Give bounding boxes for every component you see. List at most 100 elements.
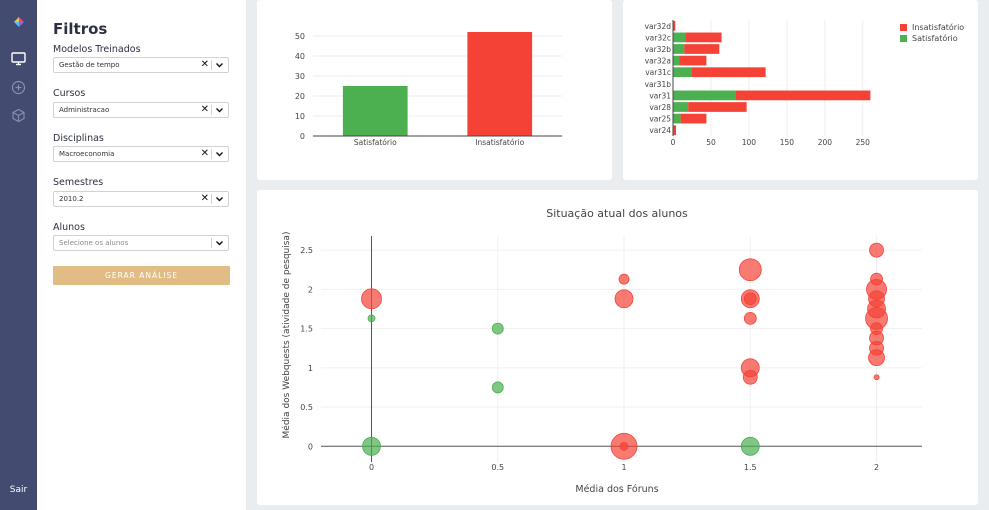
x-tick-label: 100 [742, 138, 757, 147]
scatter-point [367, 314, 376, 323]
filters-title: Filtros [53, 20, 108, 38]
summary-chart-card: 0 10 20 30 40 50 Satisfatório Insatisfatório [257, 0, 612, 180]
subjects-select-value: Macroeconomia [59, 150, 115, 158]
select-separator [211, 194, 212, 204]
y-tick-label: var24 [649, 126, 671, 135]
y-tick-label: 30 [295, 72, 305, 81]
add-circle-icon[interactable] [10, 79, 27, 96]
scatter-point [362, 436, 381, 456]
monitor-icon[interactable] [10, 50, 27, 67]
scatter-point [740, 436, 760, 456]
models-select[interactable]: Gestão de tempo ✕ [53, 57, 229, 73]
courses-label: Cursos [53, 88, 86, 99]
legend-swatch [900, 24, 907, 31]
generate-analysis-button[interactable]: GERAR ANÁLISE [53, 266, 230, 285]
clear-icon[interactable]: ✕ [200, 148, 209, 159]
variables-chart-card: 0 50 100 150 200 250 var24 var25 var28 var31 var31… [623, 0, 978, 180]
scatter-point [873, 374, 880, 381]
scatter-point [491, 381, 504, 394]
y-tick-label: 2 [308, 285, 313, 294]
bar-segment [691, 67, 766, 78]
x-tick-label: 200 [818, 138, 833, 147]
scatter-point [738, 258, 762, 282]
students-label: Alunos [53, 222, 85, 233]
chevron-down-icon[interactable] [215, 106, 224, 114]
scatter-point [742, 369, 758, 385]
filters-panel: Filtros Modelos Treinados Gestão de temp… [37, 0, 246, 510]
clear-icon[interactable]: ✕ [200, 193, 209, 204]
y-tick-label: var25 [649, 115, 671, 124]
exit-link[interactable]: Sair [9, 485, 28, 495]
courses-select[interactable]: Administracao ✕ [53, 102, 229, 118]
bar [467, 32, 533, 136]
bar-segment [673, 67, 692, 78]
scatter-point [614, 289, 634, 309]
clear-icon[interactable]: ✕ [200, 59, 209, 70]
cube-icon[interactable] [10, 107, 27, 124]
scatter-chart-card: 0 0.5 1 1.5 2 0 0.5 1 1.5 2 2.5 Situação atual dos … [257, 190, 978, 505]
variables-stacked-chart: 0 50 100 150 200 250 var24 var25 var28 var31 var31… [645, 20, 964, 147]
select-separator [211, 149, 212, 159]
scatter-point [361, 288, 382, 310]
x-tick-label: 1.5 [744, 463, 757, 472]
y-tick-label: 10 [295, 112, 305, 121]
bar-segment [673, 113, 681, 124]
select-separator [211, 238, 212, 248]
bar-segment [673, 55, 680, 66]
x-tick-label: 250 [856, 138, 871, 147]
x-axis-title: Média dos Fóruns [575, 484, 658, 495]
scatter-point [618, 273, 630, 285]
select-separator [211, 105, 212, 115]
semesters-select-value: 2010.2 [59, 195, 84, 203]
x-tick-label: 50 [706, 138, 716, 147]
app-logo[interactable] [11, 14, 27, 30]
students-select-placeholder: Selecione os alunos [59, 239, 129, 247]
y-axis-title: Média dos Webquests (atividade de pesqui… [281, 232, 292, 439]
y-tick-label: 2.5 [300, 246, 313, 255]
chevron-down-icon[interactable] [215, 61, 224, 69]
chart-title: Situação atual dos alunos [546, 207, 688, 220]
y-tick-label: 0.5 [300, 403, 313, 412]
x-tick-label: 0 [671, 138, 676, 147]
y-tick-label: var32b [645, 45, 672, 54]
bar-segment [673, 125, 677, 136]
scatter-point [619, 441, 629, 451]
legend-label: Satisfatório [912, 33, 958, 43]
bar-segment [735, 90, 871, 101]
subjects-select[interactable]: Macroeconomia ✕ [53, 146, 229, 162]
y-tick-label: var28 [649, 103, 671, 112]
chevron-down-icon[interactable] [215, 195, 224, 203]
legend-swatch [900, 35, 907, 42]
bar-segment [673, 32, 686, 43]
summary-bar-chart: 0 10 20 30 40 50 Satisfatório Insatisfatório [295, 32, 562, 147]
scatter-point [869, 242, 884, 258]
y-tick-label: 1 [308, 364, 313, 373]
courses-select-value: Administracao [59, 106, 110, 114]
bar-segment [685, 32, 722, 43]
bar-segment [684, 44, 720, 54]
y-tick-label: var31c [645, 68, 671, 77]
scatter-point [743, 292, 757, 306]
chevron-down-icon[interactable] [215, 150, 224, 158]
x-tick-label: 150 [780, 138, 795, 147]
bar-segment [688, 102, 747, 112]
subjects-label: Disciplinas [53, 133, 104, 144]
chevron-down-icon[interactable] [215, 239, 224, 247]
bar-segment [673, 102, 689, 112]
y-tick-label: var32c [645, 33, 671, 42]
x-tick-label: 0 [369, 463, 374, 472]
y-tick-label: 1.5 [300, 325, 313, 334]
scatter-point [868, 349, 885, 367]
semesters-select[interactable]: 2010.2 ✕ [53, 191, 229, 207]
bar-segment [673, 44, 685, 54]
clear-icon[interactable]: ✕ [200, 104, 209, 115]
models-select-value: Gestão de tempo [59, 61, 120, 69]
bar [342, 86, 408, 136]
scatter-point [743, 311, 757, 325]
bar-segment [673, 20, 676, 31]
y-tick-label: 20 [295, 92, 305, 101]
students-select[interactable]: Selecione os alunos [53, 235, 229, 251]
legend-label: Insatisfatório [912, 22, 964, 32]
models-label: Modelos Treinados [53, 44, 141, 55]
students-scatter-chart: 0 0.5 1 1.5 2 0 0.5 1 1.5 2 2.5 Situação atual dos … [281, 207, 922, 495]
